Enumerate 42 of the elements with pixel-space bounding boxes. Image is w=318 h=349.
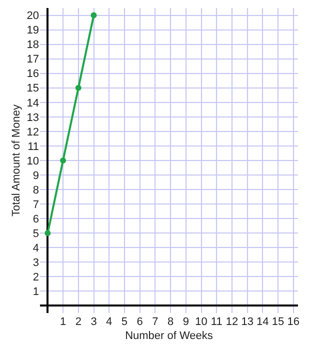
point bbox=[44, 230, 51, 236]
y-tick-label: 19 bbox=[26, 24, 39, 37]
x-tick-label: 10 bbox=[195, 316, 208, 328]
x-tick-label: 6 bbox=[136, 316, 143, 328]
y-tick-label: 6 bbox=[32, 213, 39, 226]
x-tick-label: 5 bbox=[121, 316, 128, 328]
x-tick-label: 14 bbox=[256, 316, 269, 328]
x-tick-label: 1 bbox=[60, 316, 66, 328]
x-tick-label: 13 bbox=[241, 316, 254, 328]
x-tick-label: 15 bbox=[272, 316, 284, 328]
x-axis-title: Number of Weeks bbox=[125, 330, 214, 342]
y-tick-label: 15 bbox=[26, 82, 39, 95]
x-tick-label: 4 bbox=[106, 316, 112, 328]
y-tick-label: 12 bbox=[26, 126, 39, 138]
y-tick-label: 1 bbox=[32, 286, 39, 298]
y-axis-title: Total Amount of Money bbox=[10, 104, 22, 216]
y-tick-label: 5 bbox=[32, 228, 39, 240]
y-tick-label: 11 bbox=[28, 140, 39, 153]
y-tick-label: 14 bbox=[26, 97, 39, 110]
y-tick-label: 16 bbox=[26, 68, 39, 80]
y-tick-label: 8 bbox=[32, 184, 39, 196]
y-tick-label: 18 bbox=[26, 39, 39, 52]
y-tick-label: 17 bbox=[26, 54, 39, 66]
x-tick-label: 9 bbox=[182, 316, 189, 328]
y-tick-label: 9 bbox=[32, 170, 39, 182]
y-tick-label: 3 bbox=[32, 257, 39, 270]
y-tick-label: 7 bbox=[32, 198, 39, 211]
y-tick-label: 13 bbox=[26, 112, 39, 124]
y-tick-label: 20 bbox=[26, 10, 39, 22]
x-tick-label: 7 bbox=[152, 316, 158, 328]
x-tick-label: 2 bbox=[75, 316, 82, 328]
y-tick-label: 4 bbox=[32, 242, 39, 254]
x-tick-label: 11 bbox=[210, 316, 222, 328]
point bbox=[90, 12, 97, 18]
x-tick-label: 16 bbox=[287, 316, 300, 328]
x-tick-label: 8 bbox=[167, 316, 174, 328]
y-tick-label: 2 bbox=[32, 272, 39, 284]
x-tick-label: 3 bbox=[90, 316, 97, 328]
y-tick-label: 10 bbox=[26, 155, 39, 168]
point bbox=[60, 158, 66, 164]
x-tick-label: 12 bbox=[226, 316, 238, 328]
point bbox=[75, 84, 82, 91]
